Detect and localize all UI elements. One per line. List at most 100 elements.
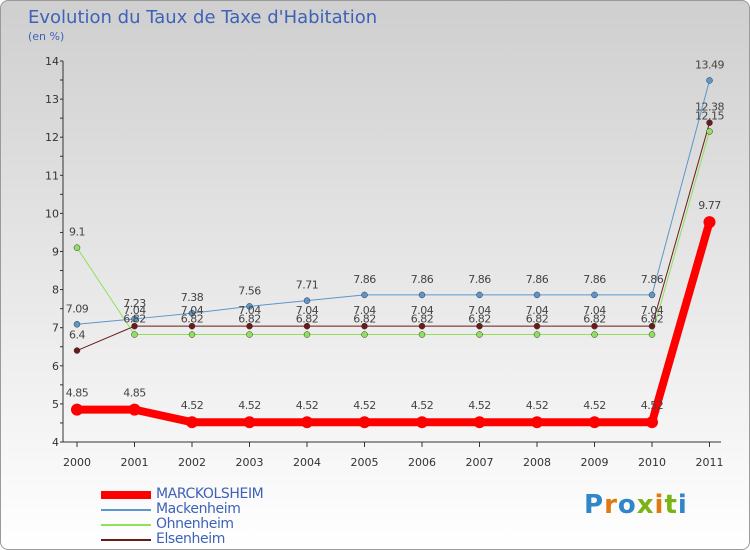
data-label: 7.04 bbox=[526, 304, 549, 317]
data-point bbox=[73, 321, 81, 328]
y-tick-label: 5 bbox=[52, 398, 59, 411]
data-label: 12.15 bbox=[695, 109, 724, 122]
data-label: 7.86 bbox=[641, 273, 664, 286]
data-label: 6.82 bbox=[296, 313, 319, 326]
y-tick-label: 6 bbox=[52, 360, 59, 373]
data-label: 4.52 bbox=[353, 399, 376, 412]
data-point bbox=[418, 291, 426, 299]
proxiti-logo: Proxiti bbox=[584, 490, 688, 520]
data-point bbox=[416, 416, 428, 429]
series-line-ohnenheim bbox=[76, 130, 710, 336]
x-tick-label: 2006 bbox=[408, 456, 436, 469]
chart-title: Evolution du Taux de Taxe d'Habitation bbox=[28, 7, 378, 28]
data-point bbox=[646, 416, 658, 429]
data-label: 7.04 bbox=[411, 304, 434, 317]
data-point bbox=[648, 331, 656, 338]
data-label: 6.82 bbox=[238, 313, 261, 326]
legend-swatch bbox=[101, 524, 151, 526]
data-label: 7.04 bbox=[641, 304, 664, 317]
series-lines bbox=[73, 79, 714, 427]
x-tick-label: 2008 bbox=[523, 456, 551, 469]
data-point bbox=[476, 291, 483, 299]
data-point bbox=[131, 322, 138, 330]
data-label: 7.86 bbox=[583, 273, 606, 286]
data-point bbox=[246, 322, 253, 330]
data-label: 6.82 bbox=[583, 313, 606, 326]
data-label: 7.04 bbox=[353, 304, 376, 317]
data-point bbox=[186, 416, 198, 429]
data-point bbox=[476, 322, 483, 330]
data-label: 9.77 bbox=[698, 199, 721, 212]
data-point bbox=[73, 347, 81, 354]
data-label: 4.52 bbox=[411, 399, 434, 412]
data-label: 9.1 bbox=[69, 226, 85, 239]
x-tick-label: 2007 bbox=[466, 456, 494, 469]
data-point bbox=[246, 303, 253, 310]
data-point bbox=[418, 331, 426, 338]
data-point bbox=[361, 291, 368, 299]
y-tick-label: 8 bbox=[52, 284, 59, 297]
data-label: 6.4 bbox=[69, 329, 85, 342]
chart-subtitle: (en %) bbox=[28, 30, 65, 43]
series-line-marckolsheim bbox=[73, 218, 714, 427]
y-tick-label: 10 bbox=[45, 207, 59, 220]
data-label: 6.82 bbox=[526, 313, 549, 326]
data-point bbox=[73, 244, 81, 251]
data-label: 6.82 bbox=[123, 313, 146, 326]
x-tick-label: 2005 bbox=[351, 456, 379, 469]
data-label: 4.52 bbox=[641, 399, 664, 412]
data-label: 7.56 bbox=[238, 284, 261, 297]
data-label: 7.86 bbox=[353, 273, 376, 286]
data-point bbox=[188, 331, 196, 338]
x-tick-label: 2001 bbox=[121, 456, 149, 469]
data-point bbox=[703, 216, 716, 229]
legend-swatch bbox=[101, 491, 151, 499]
data-point bbox=[188, 322, 196, 330]
data-point bbox=[648, 291, 656, 299]
legend-swatch bbox=[101, 539, 151, 541]
data-point bbox=[303, 297, 311, 304]
data-point bbox=[243, 416, 256, 429]
data-point bbox=[588, 416, 601, 429]
data-label: 7.04 bbox=[468, 304, 491, 317]
x-tick-label: 2004 bbox=[293, 456, 321, 469]
data-point bbox=[533, 291, 541, 299]
data-labels: 4.85 4.85 4.52 4.52 4.52 4.52 4.52 4.52 4.52 4.52… bbox=[66, 58, 725, 412]
data-label: 7.04 bbox=[583, 304, 606, 317]
y-tick-label: 7 bbox=[52, 322, 59, 335]
data-point bbox=[188, 309, 196, 317]
y-tick-label: 4 bbox=[52, 436, 59, 449]
data-point bbox=[131, 315, 138, 323]
data-label: 13.49 bbox=[695, 58, 724, 71]
data-label: 12.38 bbox=[695, 101, 724, 114]
data-label: 7.04 bbox=[238, 304, 261, 317]
data-label: 4.85 bbox=[123, 387, 146, 400]
data-label: 4.52 bbox=[468, 399, 491, 412]
data-point bbox=[706, 119, 713, 126]
axes: 4 5 6 7 8 9 10 11 12 13 14 2000 2001 2002 2003 2004 2005… bbox=[45, 55, 724, 469]
legend-label: MARCKOLSHEIM bbox=[156, 486, 264, 502]
data-label: 6.82 bbox=[641, 313, 664, 326]
series-line-elsenheim bbox=[76, 122, 710, 352]
data-label: 4.52 bbox=[296, 399, 319, 412]
x-tick-label: 2003 bbox=[236, 456, 264, 469]
data-point bbox=[418, 322, 426, 330]
x-tick-label: 2010 bbox=[638, 456, 666, 469]
data-label: 7.04 bbox=[181, 304, 204, 317]
data-label: 6.82 bbox=[181, 313, 204, 326]
data-point bbox=[476, 331, 483, 338]
series-points bbox=[71, 77, 716, 429]
data-label: 4.52 bbox=[181, 399, 204, 412]
data-point bbox=[303, 322, 311, 330]
series-line-mackenheim bbox=[76, 79, 710, 325]
data-point bbox=[591, 322, 598, 330]
data-point bbox=[591, 291, 598, 299]
x-tick-label: 2009 bbox=[581, 456, 609, 469]
data-label: 7.86 bbox=[468, 273, 491, 286]
data-label: 7.04 bbox=[296, 304, 319, 317]
data-point bbox=[246, 331, 253, 338]
data-point bbox=[361, 322, 368, 330]
data-point bbox=[473, 416, 486, 429]
data-point bbox=[303, 331, 311, 338]
